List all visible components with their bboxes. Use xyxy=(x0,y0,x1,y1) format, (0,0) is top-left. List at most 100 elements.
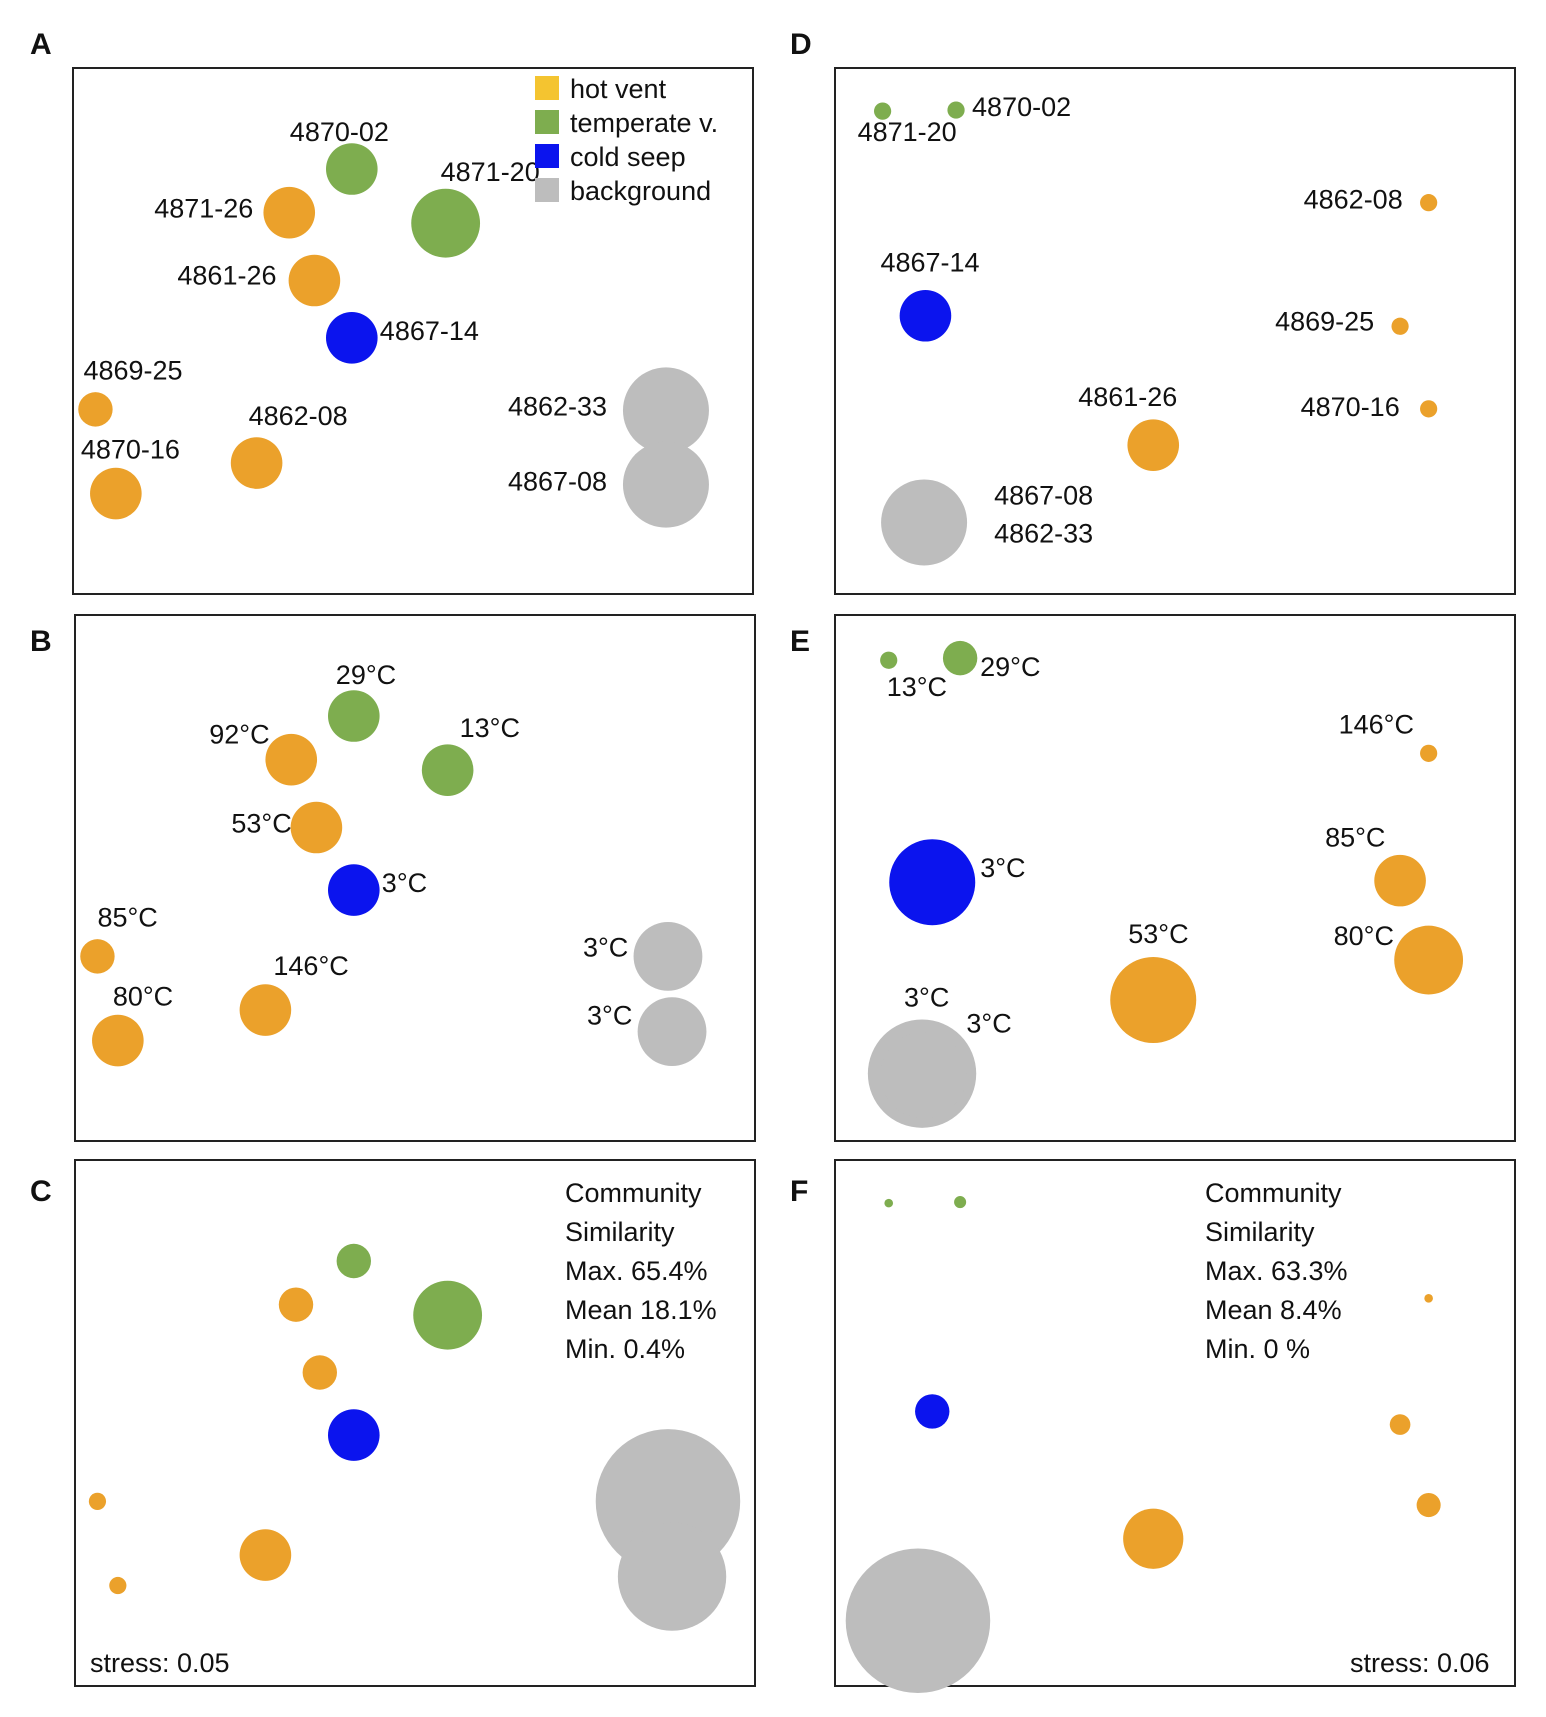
legend-label-hot-vent: hot vent xyxy=(570,74,667,104)
point-hot-vent xyxy=(1424,1294,1433,1303)
similarity-annotation: Similarity xyxy=(1205,1217,1315,1247)
point-label: 4869-25 xyxy=(1275,306,1374,336)
point-background xyxy=(845,1548,991,1694)
point-hot-vent-4870-16 xyxy=(90,467,142,520)
panel-b: B 29°C 13°C 92°C 53°C 3°C 85°C 146°C 80°C 3°C 3°C xyxy=(30,614,756,1142)
similarity-annotation: Community xyxy=(565,1178,702,1208)
point-hot-vent-4861-26 xyxy=(1127,419,1180,471)
point-temperate-v-4871-20 xyxy=(411,188,481,258)
point-label: 3°C xyxy=(382,868,427,898)
point-background-3-c xyxy=(880,1032,967,1119)
legend-swatch-cold-seep xyxy=(535,144,559,168)
point-hot-vent-4869-25 xyxy=(78,392,113,427)
point-label: 3°C xyxy=(966,1008,1011,1038)
point-label: 4862-33 xyxy=(994,518,1093,548)
point-label: 4870-02 xyxy=(972,92,1071,122)
point-hot-vent xyxy=(109,1576,127,1595)
point-cold-seep-4867-14 xyxy=(326,312,378,364)
point-hot-vent-80-c xyxy=(92,1014,144,1067)
point-label: 4870-16 xyxy=(81,435,180,465)
point-hot-vent-4870-16 xyxy=(1420,400,1438,418)
panel-d: D 4871-20 4870-02 4862-08 4867-14 4869-25 4870… xyxy=(790,28,1516,595)
point-background-3-c xyxy=(637,997,707,1066)
point-label: 3°C xyxy=(980,853,1025,883)
point-hot-vent-146-c xyxy=(1420,744,1438,762)
point-label: 4867-08 xyxy=(994,480,1093,510)
point-label: 4861-26 xyxy=(177,261,276,291)
point-hot-vent xyxy=(1416,1493,1441,1518)
point-label: 146°C xyxy=(273,951,348,981)
point-label: 4867-08 xyxy=(508,467,607,497)
point-hot-vent-4862-08 xyxy=(230,437,283,489)
point-label: 29°C xyxy=(980,652,1040,682)
point-label: 29°C xyxy=(336,660,396,690)
legend-label-background: background xyxy=(570,176,711,206)
panel-letter: A xyxy=(30,28,52,61)
point-label: 53°C xyxy=(1128,919,1188,949)
point-hot-vent xyxy=(239,1529,292,1581)
panel-a: A 4870-02 4871-20 4871-26 4861-26 4867-14 4869… xyxy=(30,28,754,595)
point-hot-vent-53-c xyxy=(290,801,343,854)
point-hot-vent xyxy=(1123,1508,1184,1569)
point-temperate-v-13-c xyxy=(421,744,474,796)
point-label: 4869-25 xyxy=(83,355,182,385)
point-hot-vent-4869-25 xyxy=(1391,317,1409,335)
point-background-3-c xyxy=(633,921,703,991)
point-cold-seep xyxy=(915,1394,950,1429)
similarity-annotation: Similarity xyxy=(565,1217,675,1247)
point-hot-vent xyxy=(88,1492,107,1510)
point-temperate-v-4870-02 xyxy=(947,101,965,119)
panel-letter: B xyxy=(30,625,52,658)
legend-swatch-temperate-v xyxy=(535,110,559,134)
point-temperate-v-13-c xyxy=(880,651,898,669)
panel-letter: C xyxy=(30,1175,52,1208)
point-label: 4862-33 xyxy=(508,391,607,421)
point-label: 4870-02 xyxy=(290,117,389,147)
point-hot-vent-85-c xyxy=(80,939,115,974)
point-label: 4862-08 xyxy=(1304,185,1403,215)
point-background xyxy=(617,1522,727,1631)
point-label: 85°C xyxy=(1325,823,1385,853)
point-hot-vent-92-c xyxy=(265,733,318,786)
similarity-annotation: Max. 65.4% xyxy=(565,1256,708,1286)
point-temperate-v xyxy=(884,1198,894,1208)
point-temperate-v xyxy=(413,1280,483,1350)
panel-letter: D xyxy=(790,28,812,61)
point-label: 13°C xyxy=(460,713,520,743)
point-cold-seep-3-c xyxy=(328,864,380,916)
point-label: 80°C xyxy=(113,982,173,1012)
legend-label-cold-seep: cold seep xyxy=(570,142,686,172)
point-label: 4867-14 xyxy=(380,316,479,346)
point-temperate-v-29-c xyxy=(942,640,978,676)
point-temperate-v xyxy=(336,1243,371,1279)
point-hot-vent-53-c xyxy=(1110,957,1197,1044)
point-label: 4867-14 xyxy=(880,248,979,278)
point-hot-vent-146-c xyxy=(239,984,292,1036)
point-label: 4871-20 xyxy=(858,117,957,147)
point-hot-vent xyxy=(1389,1414,1411,1435)
point-cold-seep-4867-14 xyxy=(899,289,952,342)
point-label: 4871-26 xyxy=(154,194,253,224)
point-background-4862-33 xyxy=(622,367,709,454)
stress-value: stress: 0.05 xyxy=(90,1648,230,1678)
point-label: 4862-08 xyxy=(249,401,348,431)
point-label: 80°C xyxy=(1334,921,1394,951)
point-label: 4870-16 xyxy=(1301,392,1400,422)
point-label: 4871-20 xyxy=(441,157,540,187)
point-hot-vent xyxy=(278,1287,314,1322)
point-label: 3°C xyxy=(587,1001,632,1031)
point-label: 3°C xyxy=(583,932,628,962)
point-hot-vent xyxy=(302,1355,337,1390)
point-label: 3°C xyxy=(904,983,949,1013)
point-background-4867-08-4862-33 xyxy=(881,479,968,566)
similarity-annotation: Max. 63.3% xyxy=(1205,1256,1348,1286)
similarity-annotation: Mean 18.1% xyxy=(565,1295,717,1325)
point-label: 92°C xyxy=(209,720,269,750)
point-hot-vent-80-c xyxy=(1394,925,1464,995)
point-temperate-v-4871-20 xyxy=(874,102,892,120)
legend-label-temperate-v: temperate v. xyxy=(570,108,718,138)
point-label: 53°C xyxy=(231,809,291,839)
legend-swatch-background xyxy=(535,178,559,202)
point-hot-vent-4861-26 xyxy=(288,254,341,307)
point-temperate-v xyxy=(954,1196,967,1209)
